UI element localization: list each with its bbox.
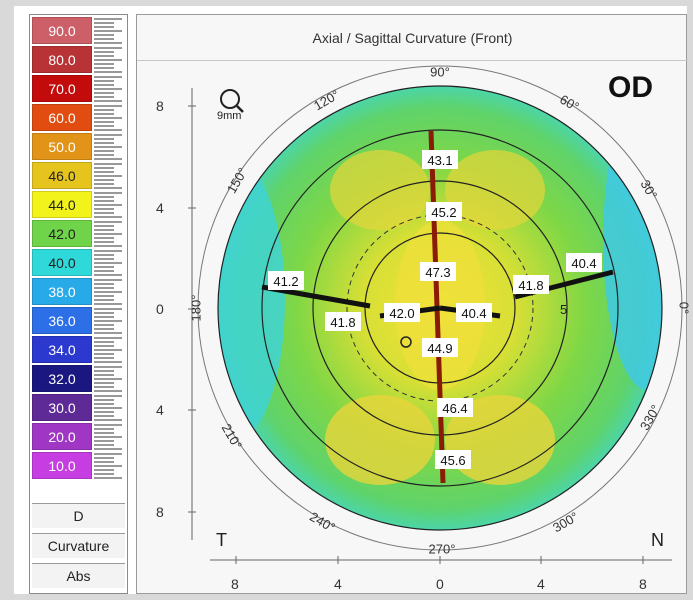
window-edge-top <box>0 0 693 6</box>
y-tick-label: 4 <box>156 402 164 418</box>
angle-label: 60° <box>557 92 582 115</box>
curvature-readings: 43.1 45.2 47.3 41.8 40.4 41.2 41.8 42.0 40.4 44.9… <box>268 150 602 469</box>
scale-swatch: 34.0 <box>32 336 92 363</box>
y-tick-label: 0 <box>156 301 164 317</box>
curvature-reading: 43.1 <box>422 150 458 169</box>
map-title: Axial / Sagittal Curvature (Front) <box>137 15 688 61</box>
zoom-icon[interactable]: 9mm <box>217 89 244 122</box>
angle-label: 30° <box>638 177 661 202</box>
curvature-reading-value: 41.8 <box>518 278 543 293</box>
x-tick-label: 4 <box>537 576 545 592</box>
curvature-reading-value: 41.2 <box>273 274 298 289</box>
scale-swatch: 80.0 <box>32 46 92 73</box>
curvature-reading: 41.8 <box>513 275 549 294</box>
curvature-reading: 45.6 <box>435 450 471 469</box>
angle-label: 90° <box>430 64 450 79</box>
curvature-reading-value: 41.8 <box>330 315 355 330</box>
curvature-reading-value: 46.4 <box>442 401 467 416</box>
eye-indicator: OD <box>608 71 653 104</box>
window-edge-right <box>687 0 693 600</box>
curvature-reading-value: 43.1 <box>427 153 452 168</box>
angle-label: 300° <box>550 509 581 535</box>
scale-mode-button[interactable]: Abs <box>32 563 125 588</box>
y-tick-label: 8 <box>156 504 164 520</box>
scale-swatch: 40.0 <box>32 249 92 276</box>
scale-swatch: 44.0 <box>32 191 92 218</box>
curvature-reading: 40.4 <box>456 303 492 322</box>
curvature-reading: 40.4 <box>566 253 602 272</box>
angle-label: 0° <box>677 302 692 314</box>
color-scale-panel: 90.0 80.0 70.0 60.0 50.0 46.0 44.0 42.0 40.0 38.0… <box>29 14 128 594</box>
x-tick-label: 8 <box>231 576 239 592</box>
scale-swatch: 20.0 <box>32 423 92 450</box>
curvature-reading: 41.2 <box>268 271 304 290</box>
curvature-reading-value: 40.4 <box>571 256 596 271</box>
ring-label: 5 <box>560 302 567 317</box>
scale-swatch: 42.0 <box>32 220 92 247</box>
curvature-reading-value: 44.9 <box>427 341 452 356</box>
zoom-label: 9mm <box>217 110 241 122</box>
map-type-button[interactable]: Curvature <box>32 533 125 558</box>
scale-swatch: 10.0 <box>32 452 92 479</box>
axis-ticks <box>188 105 644 564</box>
y-tick-label: 4 <box>156 200 164 216</box>
curvature-reading-value: 42.0 <box>389 306 414 321</box>
curvature-reading: 44.9 <box>422 338 458 357</box>
scale-swatch: 38.0 <box>32 278 92 305</box>
scale-swatch: 32.0 <box>32 365 92 392</box>
curvature-reading-value: 45.6 <box>440 453 465 468</box>
x-tick-label: 4 <box>334 576 342 592</box>
curvature-reading: 45.2 <box>426 202 462 221</box>
scale-swatch: 60.0 <box>32 104 92 131</box>
scale-swatch: 46.0 <box>32 162 92 189</box>
window-edge-left <box>0 0 14 600</box>
x-tick-label: 8 <box>639 576 647 592</box>
scale-ticks <box>94 18 122 479</box>
curvature-reading: 46.4 <box>437 398 473 417</box>
angle-label: 150° <box>224 165 250 196</box>
curvature-reading: 47.3 <box>420 262 456 281</box>
curvature-reading: 41.8 <box>325 312 361 331</box>
angle-label: 120° <box>311 87 342 113</box>
nasal-label: N <box>651 530 664 550</box>
scale-swatch: 90.0 <box>32 17 92 44</box>
temporal-label: T <box>216 530 227 550</box>
curvature-reading: 42.0 <box>384 303 420 322</box>
curvature-reading-value: 47.3 <box>425 265 450 280</box>
x-tick-label: 0 <box>436 576 444 592</box>
scale-swatch: 30.0 <box>32 394 92 421</box>
scale-swatch: 70.0 <box>32 75 92 102</box>
angle-label: 270° <box>429 541 456 556</box>
axis-frame <box>191 88 672 561</box>
scale-swatch: 50.0 <box>32 133 92 160</box>
y-tick-label: 8 <box>156 98 164 114</box>
angle-label: 330° <box>637 402 663 433</box>
pupil-center-marker <box>400 336 412 348</box>
scale-swatch: 36.0 <box>32 307 92 334</box>
curvature-reading-value: 40.4 <box>461 306 486 321</box>
angle-label: 210° <box>219 421 245 452</box>
angle-label: 240° <box>307 509 338 535</box>
window-edge-bottom <box>0 594 693 600</box>
unit-button[interactable]: D <box>32 503 125 528</box>
curvature-reading-value: 45.2 <box>431 205 456 220</box>
angle-label: 180° <box>188 295 203 322</box>
